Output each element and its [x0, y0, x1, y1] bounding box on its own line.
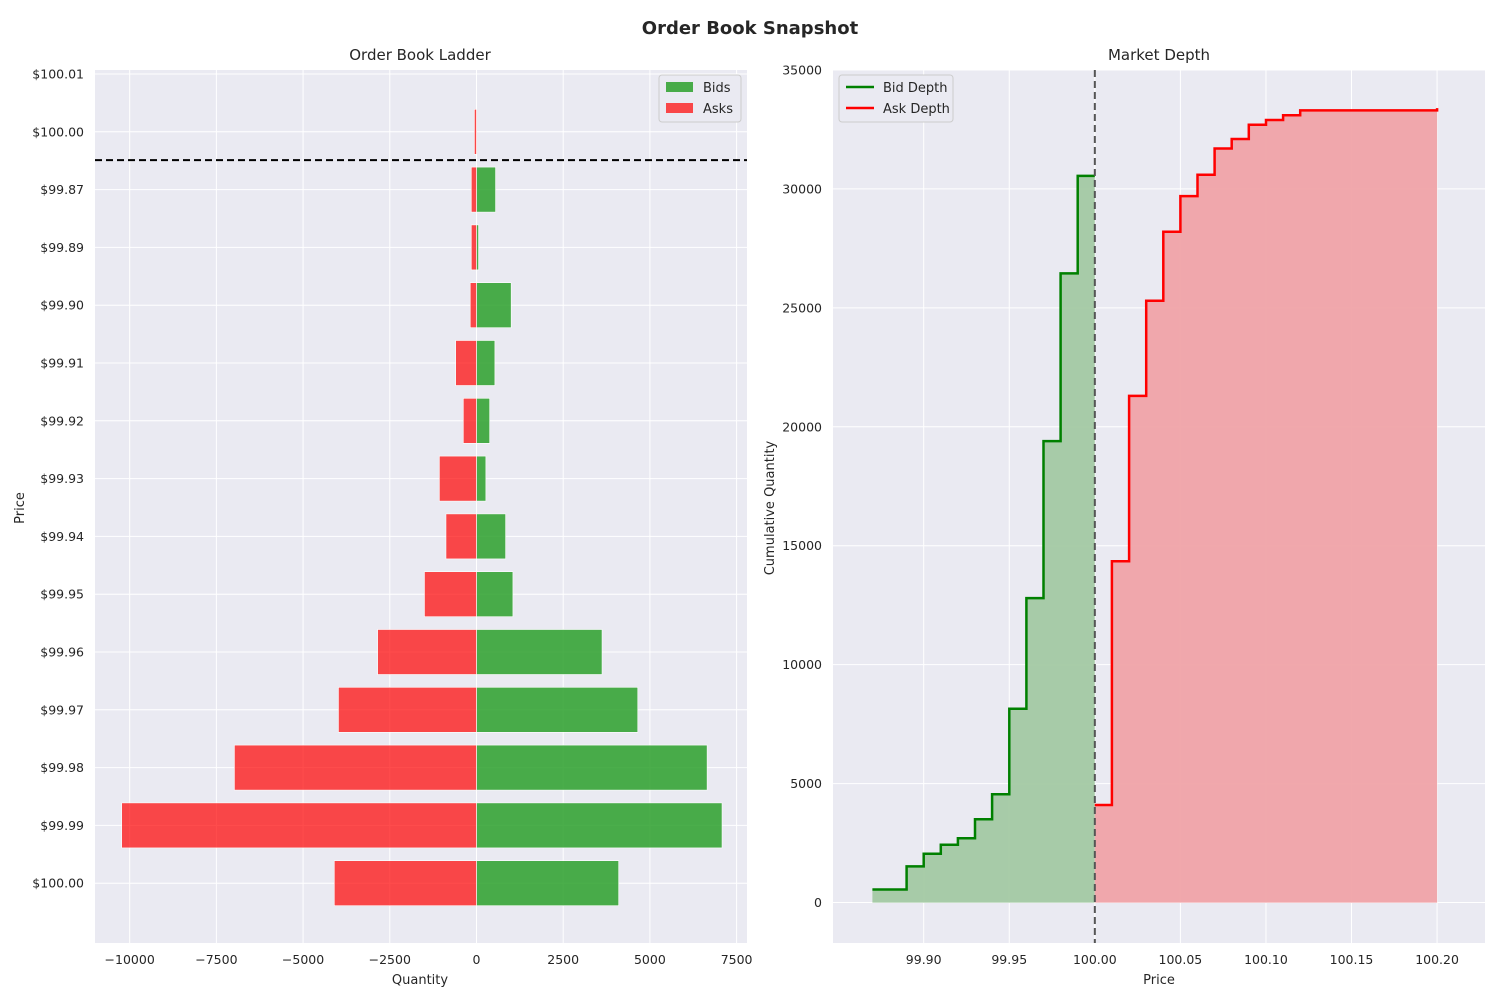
bids-bar: [476, 397, 490, 444]
depth-y-tick-label: 35000: [782, 63, 822, 78]
bid-depth-line: [872, 174, 1095, 891]
bids-bar: [476, 744, 708, 791]
asks-bar: [234, 744, 477, 791]
ladder-x-ticks: −10000 −7500 −5000 −2500 0 2500 5000 7500: [105, 952, 753, 967]
ladder-y-tick-label: $99.90: [40, 298, 84, 313]
depth-x-tick-label: 100.05: [1159, 952, 1203, 967]
depth-y-tick-label: 10000: [782, 657, 822, 672]
bids-bar: [476, 455, 487, 502]
depth-x-tick-label: 100.20: [1415, 952, 1459, 967]
depth-y-tick-label: 15000: [782, 538, 822, 553]
bids-bar: [476, 860, 619, 907]
bids-bar: [476, 571, 514, 618]
legend-label-bids: Bids: [703, 81, 731, 96]
ladder-y-tick-label: $100.00: [32, 876, 84, 891]
ladder-x-tick-label: 0: [473, 952, 481, 967]
ladder-y-tick-label: $99.96: [40, 645, 84, 660]
asks-bar: [424, 571, 477, 618]
ladder-y-tick-label: $100.01: [32, 67, 84, 82]
bid-depth-area: [872, 175, 1095, 903]
ladder-legend: Bids Asks: [658, 74, 742, 123]
asks-bar: [121, 802, 477, 849]
bids-bar: [476, 282, 512, 329]
ladder-plot-area: [95, 70, 747, 943]
ask-depth-area: [1094, 108, 1438, 903]
bids-bar: [476, 802, 723, 849]
ladder-x-tick-label: −10000: [105, 952, 155, 967]
ladder-y-tick-label: $99.89: [40, 240, 84, 255]
ladder-x-tick-label: 5000: [634, 952, 666, 967]
legend-swatch-asks: [666, 103, 693, 113]
bids-bar: [476, 224, 479, 271]
depth-y-tick-label: 5000: [790, 776, 822, 791]
ladder-title: Order Book Ladder: [349, 46, 491, 64]
asks-bar: [439, 455, 477, 502]
depth-x-tick-label: 100.10: [1244, 952, 1288, 967]
ladder-chart: −10000 −7500 −5000 −2500 0 2500 5000 7500 $100.…: [13, 46, 753, 988]
asks-bar: [455, 340, 477, 386]
ladder-y-axis-label: Price: [13, 492, 28, 524]
ladder-y-tick-label: $99.99: [40, 818, 84, 833]
depth-x-axis-label: Price: [1143, 973, 1175, 988]
ladder-y-tick-label: $99.97: [40, 702, 84, 717]
ladder-y-tick-label: $99.95: [40, 587, 84, 602]
depth-y-tick-label: 0: [814, 895, 822, 910]
asks-bar: [333, 860, 477, 907]
asks-bar: [377, 629, 477, 675]
ladder-x-tick-label: −5000: [282, 952, 324, 967]
ladder-y-tick-label: $99.87: [40, 182, 84, 197]
asks-bar: [445, 513, 477, 560]
bids-bar: [476, 629, 603, 675]
ladder-x-tick-label: −7500: [195, 952, 237, 967]
depth-x-tick-label: 99.90: [906, 952, 942, 967]
depth-x-tick-label: 100.15: [1330, 952, 1374, 967]
depth-legend: Bid Depth Ask Depth: [838, 74, 954, 123]
ladder-y-tick-label: $99.98: [40, 760, 84, 775]
asks-bar: [338, 686, 477, 733]
legend-swatch-bids: [666, 82, 693, 92]
asks-bar: [470, 166, 477, 213]
asks-bar: [470, 224, 477, 271]
ask-depth-line: [1094, 108, 1439, 807]
ladder-y-tick-label: $99.94: [40, 529, 84, 544]
legend-label-ask-depth: Ask Depth: [883, 102, 950, 117]
depth-y-tick-label: 25000: [782, 300, 822, 315]
bids-bar: [476, 686, 639, 733]
depth-y-tick-label: 30000: [782, 181, 822, 196]
legend-label-asks: Asks: [703, 102, 733, 117]
ladder-y-tick-label: $99.91: [40, 356, 84, 371]
bids-bar: [476, 166, 496, 213]
ladder-y-tick-label: $99.92: [40, 413, 84, 428]
ladder-y-ticks: $100.01 $100.00 $99.87 $99.89 $99.90 $99.91 $9…: [32, 67, 84, 891]
depth-y-axis-label: Cumulative Quantity: [763, 440, 778, 575]
ladder-y-tick-label: $99.93: [40, 471, 84, 486]
ladder-x-tick-label: 2500: [547, 952, 579, 967]
ladder-bars: [121, 109, 723, 907]
legend-label-bid-depth: Bid Depth: [883, 81, 948, 96]
bids-bar: [476, 340, 496, 386]
ladder-x-axis-label: Quantity: [392, 973, 448, 988]
depth-x-tick-label: 100.00: [1073, 952, 1117, 967]
depth-y-ticks: 0 5000 10000 15000 20000 25000 30000 35000: [782, 63, 822, 911]
asks-bar: [474, 109, 477, 155]
depth-series: [872, 108, 1439, 903]
depth-y-tick-label: 20000: [782, 419, 822, 434]
depth-title: Market Depth: [1108, 46, 1210, 64]
asks-bar: [463, 397, 477, 444]
asks-bar: [469, 282, 477, 329]
figure-title: Order Book Snapshot: [642, 18, 859, 39]
ladder-x-tick-label: 7500: [721, 952, 753, 967]
bids-bar: [476, 513, 506, 560]
depth-chart: 99.90 99.95 100.00 100.05 100.10 100.15 100.20…: [763, 46, 1485, 988]
depth-x-ticks: 99.90 99.95 100.00 100.05 100.10 100.15 100.20: [906, 952, 1459, 967]
depth-x-tick-label: 99.95: [991, 952, 1027, 967]
ladder-x-tick-label: −2500: [369, 952, 411, 967]
ladder-y-tick-label: $100.00: [32, 124, 84, 139]
